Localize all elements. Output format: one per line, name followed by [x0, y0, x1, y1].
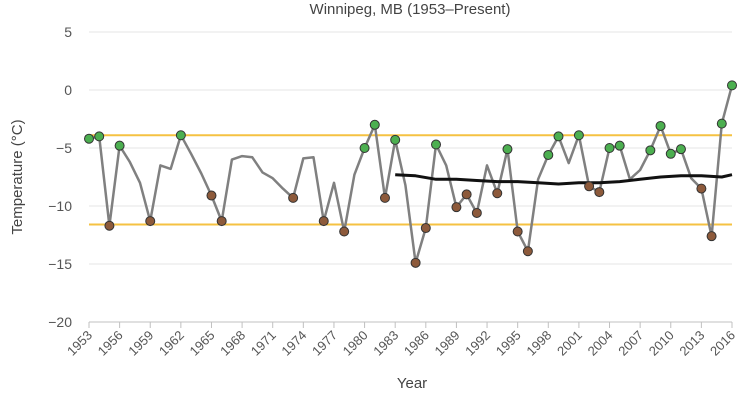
x-tick-label: 1962	[156, 328, 187, 359]
y-tick-label: −15	[48, 256, 72, 272]
annual-temperature-line	[88, 85, 734, 265]
y-tick-label: −5	[56, 140, 72, 156]
warm-year-point	[114, 140, 125, 151]
trend-series	[395, 173, 733, 186]
warm-year-point	[543, 149, 554, 160]
y-tick-label: 0	[64, 82, 72, 98]
trend-line	[395, 173, 733, 186]
cold-year-point	[522, 246, 533, 257]
data-series	[88, 85, 734, 265]
cold-year-point	[318, 216, 329, 227]
x-tick-label: 2016	[707, 328, 738, 359]
x-tick-label: 1995	[493, 328, 524, 359]
warm-year-point	[614, 140, 625, 151]
warm-year-point	[665, 148, 676, 159]
x-tick-label: 1977	[309, 328, 340, 359]
x-tick-label: 2004	[585, 328, 616, 359]
y-axis-ticks: 5 0 −5 −10 −15 −20	[48, 24, 72, 330]
cold-year-point	[492, 188, 503, 199]
cold-year-point	[451, 202, 462, 213]
cold-year-point	[594, 187, 605, 198]
cold-year-point	[339, 226, 350, 237]
x-tick-label: 1980	[340, 328, 371, 359]
x-tick-label: 1986	[401, 328, 432, 359]
y-tick-label: −20	[48, 314, 72, 330]
x-tick-label: 1974	[278, 328, 309, 359]
warm-year-point	[655, 120, 666, 131]
warm-year-point	[645, 145, 656, 156]
cold-year-point	[145, 216, 156, 227]
x-tick-label: 1965	[187, 328, 218, 359]
cold-year-point	[696, 183, 707, 194]
cold-year-point	[512, 226, 523, 237]
data-markers	[84, 80, 737, 268]
cold-year-point	[706, 231, 717, 242]
x-tick-label: 2001	[554, 328, 585, 359]
cold-year-point	[461, 189, 472, 200]
warm-year-point	[175, 130, 186, 141]
chart-title: Winnipeg, MB (1953–Present)	[310, 1, 511, 18]
warm-year-point	[431, 139, 442, 150]
warm-year-point	[727, 80, 737, 91]
warm-year-point	[84, 133, 94, 144]
warm-year-point	[94, 131, 105, 142]
x-tick-label: 1998	[523, 328, 554, 359]
warm-year-point	[390, 134, 401, 145]
x-tick-label: 2013	[676, 328, 707, 359]
x-tick-label: 2010	[646, 328, 677, 359]
x-tick-label: 2007	[615, 328, 646, 359]
cold-year-point	[216, 216, 227, 227]
x-tick-label: 1983	[370, 328, 401, 359]
x-tick-label: 1953	[64, 328, 95, 359]
cold-year-point	[471, 207, 482, 218]
y-tick-label: −10	[48, 198, 72, 214]
grid-lines	[89, 31, 732, 323]
cold-year-point	[288, 192, 299, 203]
warm-year-point	[502, 144, 513, 155]
warm-year-point	[359, 143, 370, 153]
warm-year-point	[604, 143, 615, 153]
cold-year-point	[420, 223, 431, 234]
x-tick-label: 1968	[217, 328, 248, 359]
y-tick-label: 5	[64, 24, 72, 40]
x-tick-label: 1956	[95, 328, 126, 359]
cold-year-point	[379, 192, 390, 203]
x-tick-label: 1971	[248, 328, 279, 359]
warm-year-point	[553, 131, 564, 142]
x-axis-title: Year	[397, 375, 427, 392]
cold-year-point	[206, 190, 217, 201]
cold-year-point	[584, 181, 595, 192]
x-tick-label: 1992	[462, 328, 493, 359]
x-axis-ticks: 1953 1956 1959 1962 1965 1968 1971 1974 1977 1980…	[64, 322, 738, 359]
warm-year-point	[573, 130, 584, 141]
x-tick-label: 1989	[431, 328, 462, 359]
warm-year-point	[675, 144, 686, 155]
x-tick-label: 1959	[125, 328, 156, 359]
cold-year-point	[104, 220, 115, 231]
y-axis-title: Temperature (°C)	[9, 119, 26, 234]
warm-year-point	[716, 118, 727, 129]
cold-year-point	[410, 257, 421, 268]
warm-year-point	[369, 119, 380, 130]
